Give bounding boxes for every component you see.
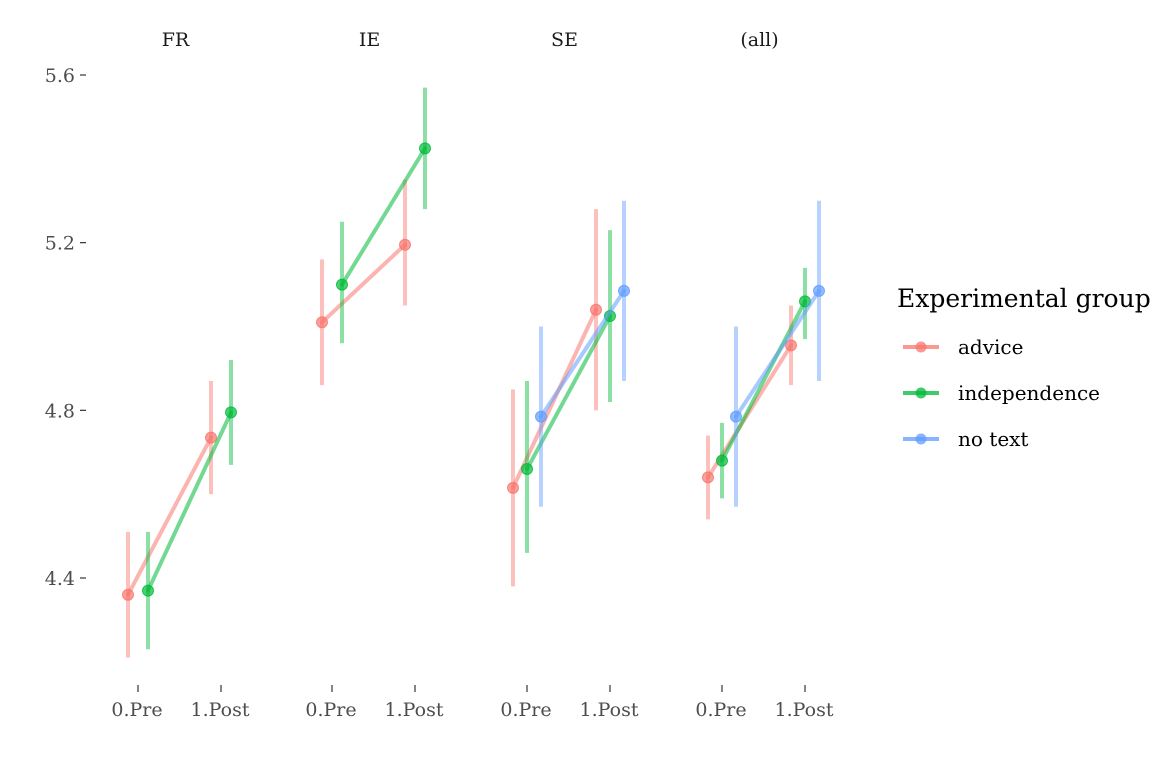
- x-tick-label: 0.Pre: [500, 699, 551, 721]
- data-point: [205, 431, 217, 444]
- data-point: [702, 471, 714, 484]
- series-independence: [336, 87, 431, 344]
- legend-swatch-point: [915, 341, 927, 353]
- y-tick-label: 5.2: [45, 233, 75, 255]
- data-point: [142, 584, 154, 597]
- series-line: [539, 288, 626, 419]
- y-tick-label: 5.6: [45, 65, 75, 87]
- data-point: [535, 410, 547, 423]
- data-point: [336, 278, 348, 291]
- series-advice: [316, 179, 411, 386]
- data-point: [785, 339, 797, 352]
- y-axis: 4.4 4.8 5.2 5.6: [45, 65, 86, 590]
- legend-item: advice: [903, 335, 1023, 359]
- panel-title: SE: [551, 29, 578, 51]
- data-point: [507, 481, 519, 494]
- legend: Experimental group advice independence no t…: [897, 284, 1151, 451]
- y-tick-label: 4.4: [45, 568, 75, 590]
- data-point: [225, 406, 237, 419]
- panel-title: FR: [162, 29, 190, 51]
- series-line: [340, 146, 427, 287]
- panel-title: IE: [359, 29, 380, 51]
- legend-item: no text: [903, 427, 1028, 451]
- data-point: [618, 284, 630, 297]
- panel-title: (all): [740, 29, 778, 51]
- series-independence: [521, 230, 616, 553]
- series-advice: [702, 305, 797, 520]
- x-tick-label: 1.Post: [191, 699, 250, 721]
- legend-label: no text: [958, 427, 1028, 451]
- series-no-text: [730, 200, 825, 507]
- panel: (all) 0.Pre 1.Post: [695, 29, 833, 721]
- data-point: [316, 316, 328, 329]
- data-point: [399, 238, 411, 251]
- panel: FR 0.Pre 1.Post: [111, 29, 249, 721]
- series-line: [320, 242, 407, 325]
- series-line: [126, 435, 213, 597]
- series-line: [525, 314, 612, 472]
- legend-label: independence: [958, 381, 1100, 405]
- x-tick-label: 0.Pre: [111, 699, 162, 721]
- data-point: [122, 588, 134, 601]
- data-point: [716, 454, 728, 467]
- data-point: [419, 142, 431, 155]
- panel: IE 0.Pre 1.Post: [305, 29, 443, 721]
- legend-item: independence: [903, 381, 1100, 405]
- x-tick-label: 1.Post: [580, 699, 639, 721]
- series-independence: [716, 267, 811, 499]
- x-tick-label: 0.Pre: [305, 699, 356, 721]
- data-point: [813, 284, 825, 297]
- series-line: [720, 299, 807, 463]
- y-tick-label: 4.8: [45, 400, 75, 422]
- legend-swatch-point: [915, 387, 927, 399]
- data-point: [521, 463, 533, 476]
- series-no-text: [535, 200, 630, 507]
- series-advice: [122, 380, 217, 658]
- data-point: [590, 303, 602, 316]
- series-line: [734, 288, 821, 419]
- series-independence: [142, 360, 237, 650]
- legend-label: advice: [958, 335, 1023, 359]
- x-tick-label: 0.Pre: [695, 699, 746, 721]
- legend-title: Experimental group: [897, 284, 1151, 313]
- data-point: [730, 410, 742, 423]
- legend-swatch-point: [915, 433, 927, 445]
- x-tick-label: 1.Post: [385, 699, 444, 721]
- series-line: [146, 410, 233, 593]
- panel: SE 0.Pre 1.Post: [500, 29, 638, 721]
- x-tick-label: 1.Post: [775, 699, 834, 721]
